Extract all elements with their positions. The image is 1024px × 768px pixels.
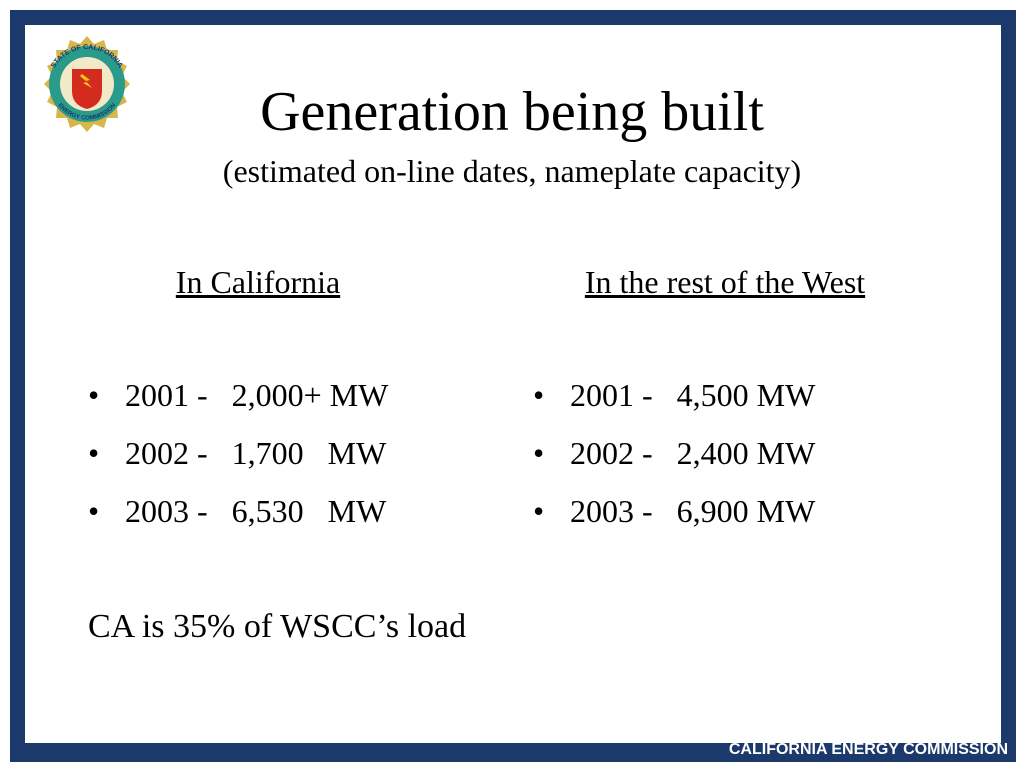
bullet: • [88,435,100,471]
bullet: • [533,377,545,413]
list-item: 2003 - 6,900 MW [570,493,816,529]
bullet: • [88,493,100,529]
column-heading: In the rest of the West [584,264,866,300]
list-item: 2002 - 2,400 MW [570,435,816,471]
list-item: 2001 - 2,000+ MW [125,377,389,413]
list-item: 2001 - 4,500 MW [570,377,816,413]
list-item: 2002 - 1,700 MW [125,435,387,471]
bullet: • [88,377,100,413]
footer: CALIFORNIA ENERGY COMMISSION [728,741,1008,758]
bullet: • [533,493,545,529]
slide [25,25,1001,743]
subtitle: (estimated on-line dates, nameplate capa… [222,153,802,189]
list-item: 2003 - 6,530 MW [125,493,387,529]
note: CA is 35% of WSCC’s load [88,608,467,645]
seal-logo: STATE OF CALIFORNIA ENERGY COMMISSION [44,36,130,132]
border-frame [10,10,1016,762]
bullet: • [533,435,545,471]
title: Generation being built [260,81,764,143]
seal-shield [72,69,102,109]
column-heading: In California [175,264,341,300]
seal-bolt [80,74,92,88]
